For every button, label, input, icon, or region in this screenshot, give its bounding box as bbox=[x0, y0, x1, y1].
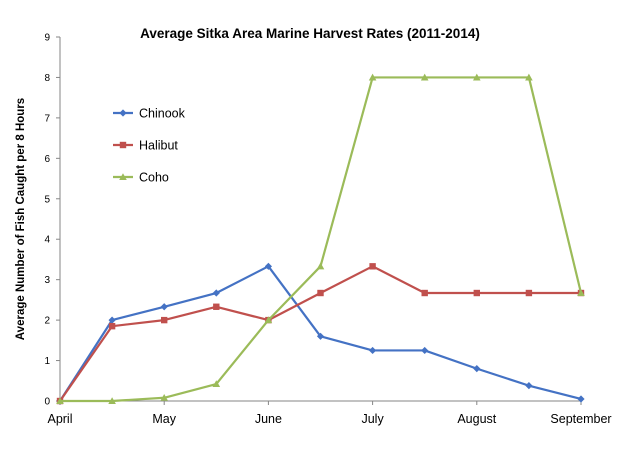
y-tick-label: 1 bbox=[44, 356, 50, 367]
data-point-halibut bbox=[161, 316, 168, 324]
y-tick-label: 0 bbox=[44, 397, 50, 408]
data-point-chinook bbox=[160, 303, 168, 311]
data-point-chinook bbox=[212, 289, 220, 297]
data-point-coho bbox=[368, 73, 377, 81]
data-point-halibut bbox=[213, 303, 220, 310]
series-group bbox=[56, 73, 585, 405]
data-point-chinook bbox=[577, 395, 585, 403]
y-tick-label: 6 bbox=[44, 154, 50, 165]
axes bbox=[59, 37, 581, 402]
legend-label-chinook: Chinook bbox=[139, 107, 186, 121]
legend: Chinook Halibut Coho bbox=[113, 107, 186, 185]
y-tick-label: 3 bbox=[44, 275, 50, 286]
data-point-coho bbox=[316, 262, 325, 270]
data-point-chinook bbox=[108, 316, 116, 324]
x-tick-label: May bbox=[152, 412, 176, 426]
data-point-chinook bbox=[264, 262, 272, 270]
legend-label-halibut: Halibut bbox=[139, 139, 178, 153]
legend-marker-chinook bbox=[119, 109, 127, 117]
series-line-coho bbox=[60, 76, 583, 403]
data-point-coho bbox=[577, 289, 585, 297]
data-point-chinook bbox=[525, 382, 533, 390]
data-point-coho bbox=[56, 397, 64, 405]
legend-marker-halibut bbox=[119, 141, 127, 149]
data-point-coho bbox=[473, 73, 481, 81]
data-point-halibut bbox=[369, 263, 376, 270]
data-point-halibut bbox=[108, 322, 116, 330]
data-point-coho bbox=[420, 73, 429, 81]
series-coho bbox=[56, 73, 585, 405]
x-tick-label: August bbox=[457, 412, 496, 426]
data-point-chinook bbox=[421, 346, 429, 355]
x-ticks: April May June July August September bbox=[47, 401, 612, 426]
data-point-coho bbox=[264, 316, 273, 324]
y-tick-label: 8 bbox=[44, 73, 50, 84]
data-point-coho bbox=[212, 380, 221, 388]
data-point-coho bbox=[525, 73, 533, 81]
chart-title: Average Sitka Area Marine Harvest Rates … bbox=[140, 26, 480, 41]
y-tick-label: 5 bbox=[44, 194, 50, 205]
x-tick-label: July bbox=[361, 412, 384, 426]
data-point-chinook bbox=[316, 332, 325, 340]
x-tick-label: September bbox=[550, 412, 611, 426]
y-tick-label: 2 bbox=[44, 316, 50, 327]
y-axis-label: Average Number of Fish Caught per 8 Hour… bbox=[15, 98, 27, 340]
y-tick-label: 4 bbox=[44, 235, 50, 246]
data-point-halibut bbox=[525, 289, 533, 297]
x-tick-label: April bbox=[47, 412, 72, 426]
legend-label-coho: Coho bbox=[139, 171, 169, 185]
y-tick-label: 7 bbox=[44, 113, 50, 124]
data-point-chinook bbox=[473, 365, 481, 373]
series-chinook bbox=[56, 262, 585, 405]
data-point-coho bbox=[160, 393, 168, 401]
y-ticks: 0 1 2 3 4 5 6 7 8 9 bbox=[44, 33, 60, 408]
data-point-halibut bbox=[473, 289, 480, 297]
legend-marker-coho bbox=[119, 173, 127, 181]
data-point-halibut bbox=[421, 289, 428, 297]
data-point-halibut bbox=[317, 289, 324, 297]
y-tick-label: 9 bbox=[44, 33, 50, 44]
data-point-chinook bbox=[369, 346, 377, 355]
data-point-coho bbox=[108, 397, 116, 405]
x-tick-label: June bbox=[255, 412, 282, 426]
